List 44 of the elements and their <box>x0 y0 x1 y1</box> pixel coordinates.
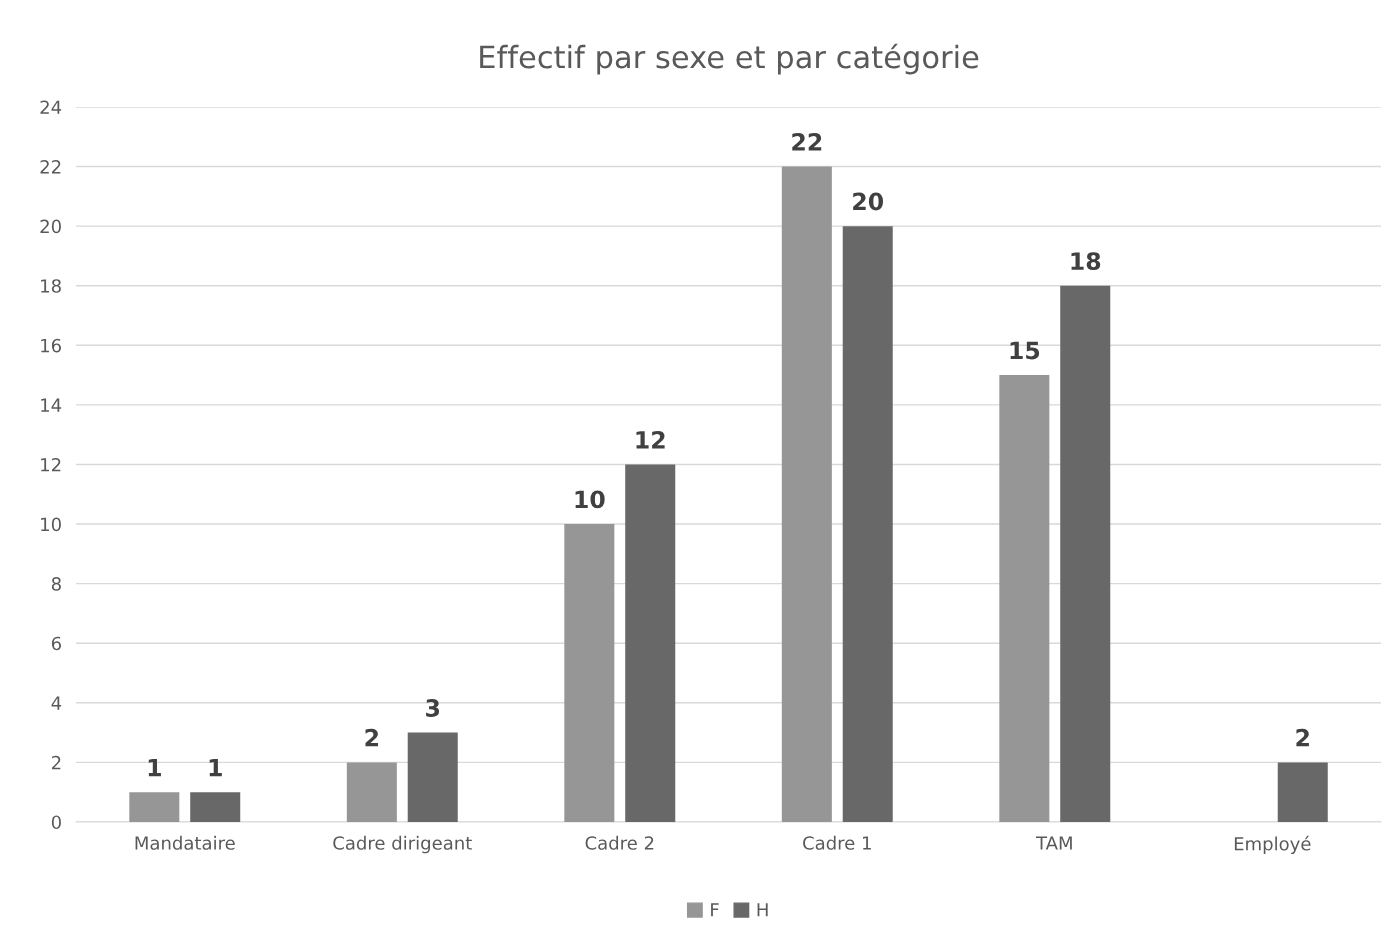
legend-label: H <box>757 903 768 917</box>
bar <box>190 792 241 822</box>
y-tick-label: 4 <box>51 696 62 710</box>
data-label: 20 <box>853 192 884 211</box>
x-tick-label: Cadre 2 <box>585 835 654 850</box>
y-tick-label: 10 <box>41 517 61 532</box>
bar <box>781 166 832 822</box>
x-tick-label: Cadre dirigeant <box>333 835 472 854</box>
data-label: 1 <box>148 758 161 777</box>
data-label: 12 <box>636 430 665 449</box>
data-label: 10 <box>575 490 605 509</box>
y-tick-label: 6 <box>51 636 61 651</box>
y-tick-label: 20 <box>40 219 61 234</box>
data-label: 18 <box>1071 252 1101 271</box>
bar <box>346 762 397 822</box>
bar <box>1277 762 1328 822</box>
data-label: 2 <box>365 728 378 747</box>
data-label: 1 <box>209 758 222 777</box>
x-tick-label: Cadre 1 <box>803 835 871 850</box>
chart-title: Effectif par sexe et par catégorie <box>480 43 979 75</box>
bar <box>999 375 1050 822</box>
y-tick-label: 0 <box>51 815 61 830</box>
x-tick-label: TAM <box>1035 836 1072 850</box>
data-label: 3 <box>426 699 440 717</box>
legend-label: F <box>711 903 719 917</box>
bar <box>625 464 676 822</box>
y-tick-label: 8 <box>51 577 61 591</box>
x-tick-label: Employé <box>1234 835 1311 855</box>
x-tick-label: Mandataire <box>135 835 235 850</box>
y-tick-label: 24 <box>40 100 62 114</box>
y-tick-label: 16 <box>41 338 61 353</box>
y-tick-label: 22 <box>40 160 61 174</box>
y-tick-label: 14 <box>41 398 62 412</box>
y-tick-label: 12 <box>41 457 61 472</box>
bar <box>842 226 893 822</box>
bar <box>1060 285 1111 822</box>
data-label: 15 <box>1010 341 1040 360</box>
bar <box>564 524 615 822</box>
y-tick-label: 2 <box>51 755 61 770</box>
y-tick-label: 18 <box>41 279 61 293</box>
data-label: 2 <box>1296 728 1309 747</box>
bar <box>129 792 180 822</box>
data-label: 22 <box>792 133 822 151</box>
bar <box>407 732 458 822</box>
